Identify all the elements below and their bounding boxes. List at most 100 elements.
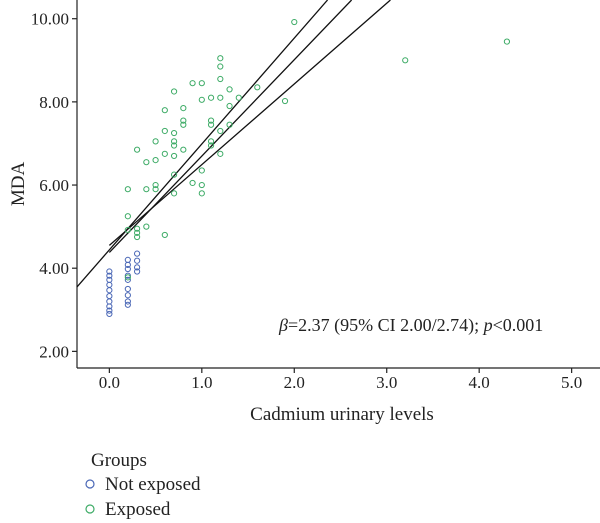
data-point-exposed — [152, 181, 159, 189]
data-point-not-exposed — [106, 307, 113, 314]
x-tick-label: 1.0 — [191, 373, 212, 392]
data-point-exposed — [198, 190, 205, 197]
data-point-exposed — [503, 38, 511, 45]
data-point-not-exposed — [133, 264, 141, 271]
data-point-exposed — [170, 88, 178, 95]
data-point-exposed — [217, 55, 224, 62]
data-point-exposed — [207, 121, 215, 128]
y-axis-ticks: 2.00 4.00 6.00 8.00 10.00 — [31, 10, 77, 361]
data-points — [106, 18, 511, 318]
data-point-exposed — [217, 63, 224, 70]
data-point-exposed — [143, 159, 150, 166]
data-point-exposed — [124, 274, 131, 281]
data-point-exposed — [207, 138, 215, 145]
data-point-not-exposed — [133, 268, 141, 275]
data-point-not-exposed — [106, 268, 113, 275]
x-tick-label: 0.0 — [99, 373, 120, 392]
legend-marker-not-exposed — [85, 479, 95, 489]
data-point-exposed — [281, 97, 289, 105]
data-point-exposed — [198, 181, 205, 189]
data-point-exposed — [217, 127, 224, 135]
x-axis-label: Cadmium urinary levels — [250, 404, 434, 425]
p-symbol: p — [482, 315, 493, 335]
data-point-exposed — [124, 213, 131, 220]
data-point-not-exposed — [106, 272, 113, 279]
data-point-exposed — [170, 190, 178, 197]
data-point-exposed — [207, 142, 215, 149]
x-tick-label: 5.0 — [561, 373, 582, 392]
data-point-exposed — [254, 84, 261, 91]
data-point-exposed — [402, 57, 409, 64]
data-point-exposed — [217, 150, 224, 157]
annotation-text-1: =2.37 (95% CI 2.00/2.74); — [288, 315, 484, 336]
data-point-exposed — [124, 186, 131, 193]
data-point-exposed — [291, 18, 298, 26]
data-point-exposed — [198, 80, 205, 87]
data-point-exposed — [226, 102, 233, 110]
data-point-not-exposed — [106, 287, 113, 294]
data-point-exposed — [133, 233, 141, 241]
y-axis-label: MDA — [8, 162, 29, 207]
regression-annotation: β=2.37 (95% CI 2.00/2.74); p<0.001 — [278, 315, 543, 336]
x-axis-ticks: 0.0 1.0 2.0 3.0 4.0 5.0 — [99, 368, 582, 392]
y-tick-label: 6.00 — [39, 176, 69, 195]
legend: Groups Not exposed Exposed — [85, 450, 201, 520]
data-point-exposed — [180, 105, 187, 112]
data-point-exposed — [152, 138, 159, 145]
legend-marker-exposed — [85, 504, 95, 514]
data-point-not-exposed — [106, 276, 113, 283]
data-point-exposed — [189, 80, 196, 87]
data-point-exposed — [161, 231, 168, 239]
data-point-exposed — [217, 75, 224, 83]
data-point-exposed — [161, 107, 168, 114]
data-point-exposed — [180, 121, 187, 128]
annotation-text-2: <0.001 — [493, 315, 544, 335]
y-tick-label: 2.00 — [39, 342, 69, 361]
legend-label-not-exposed: Not exposed — [105, 474, 201, 495]
data-point-not-exposed — [106, 281, 113, 288]
data-point-not-exposed — [133, 257, 141, 264]
data-point-exposed — [124, 226, 131, 234]
data-point-exposed — [198, 167, 205, 174]
data-point-not-exposed — [106, 292, 113, 300]
data-point-not-exposed — [124, 265, 131, 273]
data-point-not-exposed — [133, 250, 141, 257]
data-point-exposed — [152, 156, 159, 164]
y-tick-label: 4.00 — [39, 259, 69, 278]
data-point-exposed — [198, 96, 205, 103]
data-point-not-exposed — [124, 298, 131, 305]
data-point-exposed — [226, 86, 233, 93]
plot-frame — [76, 0, 600, 369]
regression-line-fit — [108, 0, 353, 253]
data-point-exposed — [207, 94, 215, 101]
data-point-exposed — [235, 94, 242, 101]
data-point-exposed — [133, 146, 141, 153]
data-point-exposed — [143, 223, 150, 230]
data-point-exposed — [170, 138, 178, 145]
x-tick-label: 4.0 — [469, 373, 490, 392]
data-point-exposed — [189, 179, 196, 187]
data-point-not-exposed — [124, 292, 131, 299]
data-point-exposed — [170, 142, 178, 149]
legend-title: Groups — [91, 450, 147, 471]
beta-symbol: β — [278, 315, 288, 335]
data-point-exposed — [143, 186, 150, 193]
data-point-exposed — [170, 152, 178, 160]
data-point-exposed — [161, 127, 168, 135]
data-point-exposed — [152, 186, 159, 193]
regression-lines — [76, 0, 391, 288]
data-point-not-exposed — [106, 310, 113, 318]
y-tick-label: 10.00 — [31, 10, 69, 29]
data-point-exposed — [180, 117, 187, 124]
data-point-not-exposed — [124, 285, 131, 293]
data-point-not-exposed — [124, 276, 131, 283]
x-tick-label: 3.0 — [376, 373, 397, 392]
data-point-exposed — [217, 94, 224, 101]
data-point-exposed — [180, 146, 187, 153]
data-point-exposed — [207, 117, 215, 124]
data-point-exposed — [170, 129, 178, 137]
data-point-exposed — [226, 121, 233, 128]
y-tick-label: 8.00 — [39, 93, 69, 112]
x-tick-label: 2.0 — [284, 373, 305, 392]
